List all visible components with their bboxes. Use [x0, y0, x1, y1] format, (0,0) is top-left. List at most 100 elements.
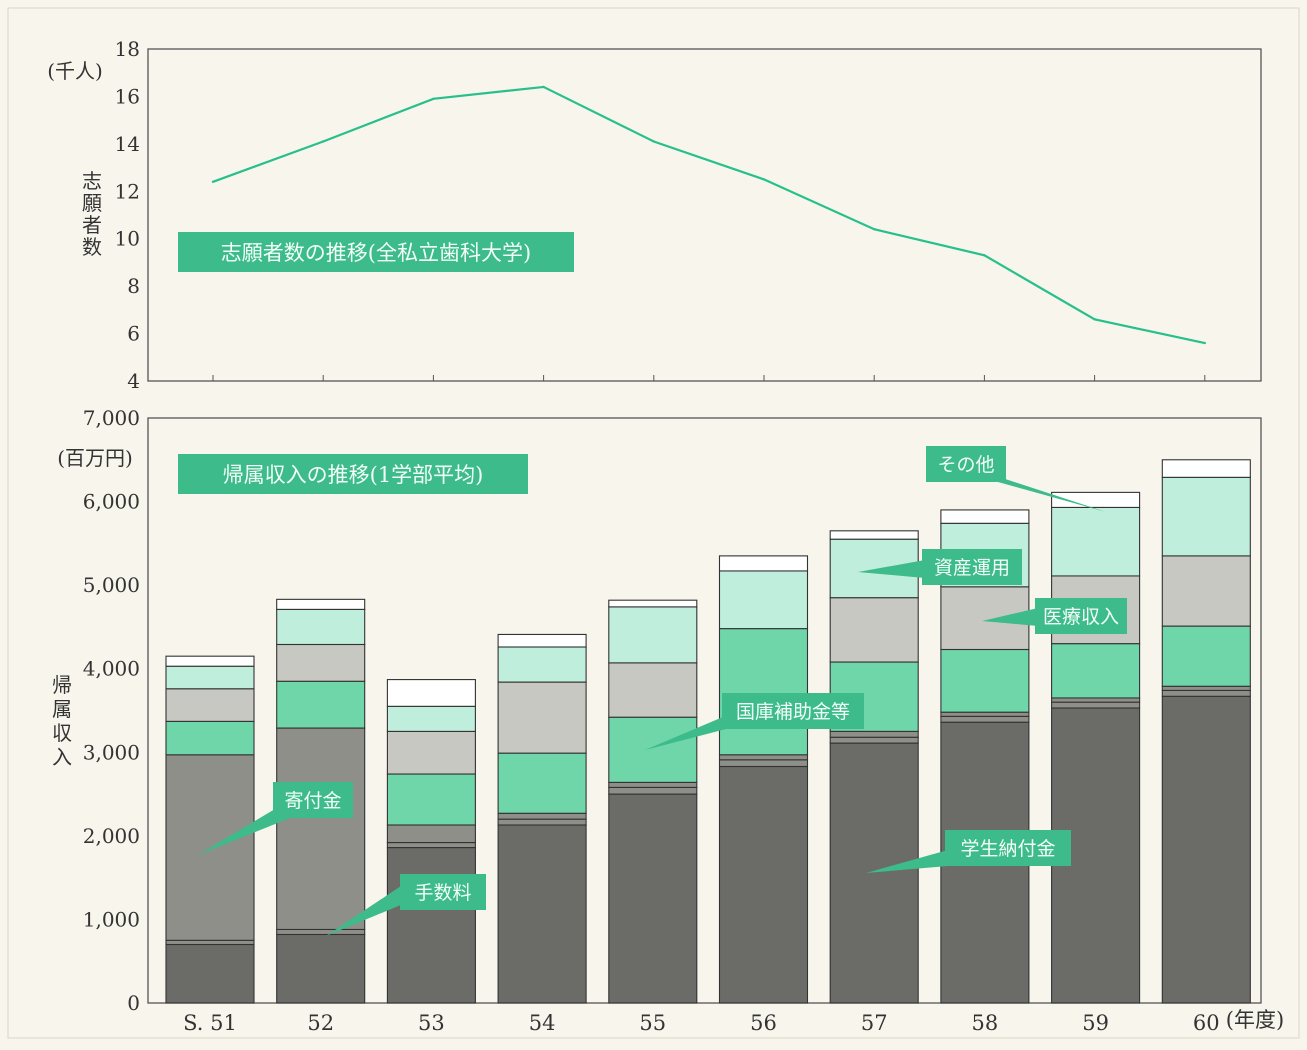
applicants-point: [1093, 318, 1096, 321]
bottom-y-axis-label-char: 帰: [52, 673, 72, 697]
applicants-point: [211, 180, 215, 183]
top-y-tick-label: 6: [127, 322, 140, 346]
callout-fees: 手数料: [326, 874, 486, 936]
bottom-unit-label: (百万円): [57, 446, 133, 470]
bar-segment: [608, 786, 698, 795]
bar-segment: [608, 716, 698, 783]
callout-donations: 寄付金: [198, 782, 353, 855]
callout-fees-box: [400, 874, 486, 910]
bottom-y-tick-label: 0: [127, 991, 140, 1015]
bottom-y-tick-label: 1,000: [83, 907, 140, 931]
bar-segment: [165, 943, 255, 1004]
bar-segment: [1051, 701, 1141, 709]
bottom-x-tick-label: 59: [1082, 1011, 1109, 1035]
bar-segment: [1051, 491, 1141, 508]
bar-segment: [940, 509, 1030, 524]
callout-tuition-pointer: [866, 850, 948, 873]
bar-segment: [718, 555, 809, 572]
bottom-title-callout: 帰属収入の推移(1学部平均): [178, 454, 528, 494]
bar-segment: [1161, 695, 1251, 1004]
bottom-x-tick-label: 57: [861, 1011, 888, 1035]
top-title-box: [178, 232, 574, 272]
bar-segment: [386, 841, 476, 849]
bar-segment: [1161, 476, 1251, 557]
callout-medical-text: 医療収入: [1043, 606, 1119, 628]
bar-segment: [608, 599, 698, 608]
income-stacked-bar-chart: (百万円) 帰属収入 0 1,000 2,000 3,000 4,000 5,000 6,0…: [52, 406, 1284, 1035]
top-title-callout: 志願者数の推移(全私立歯科大学): [178, 232, 574, 272]
bar-segment: [386, 730, 476, 775]
bottom-y-axis-label: 帰属収入: [52, 673, 72, 769]
bar-segment: [276, 643, 366, 682]
bar-segment: [497, 824, 587, 1004]
bottom-y-ticks: 0 1,000 2,000 3,000 4,000 5,000 6,000 7,000: [83, 406, 140, 1015]
callout-donations-text: 寄付金: [284, 790, 341, 812]
applicants-point: [432, 97, 435, 101]
callout-subsidies-pointer: [645, 714, 730, 750]
bar-segment: [1051, 506, 1141, 577]
top-y-axis-label-char: 願: [82, 191, 102, 215]
bar-segment: [940, 711, 1030, 717]
bar-segment: [940, 648, 1030, 713]
bar-segment: [1161, 459, 1251, 478]
bar-segment: [718, 765, 809, 1004]
callout-tuition: 学生納付金: [866, 830, 1071, 873]
figure-border: [7, 7, 1300, 1039]
bar-segment: [497, 681, 587, 754]
top-y-tick-label: 10: [115, 227, 140, 251]
callout-subsidies: 国庫補助金等: [645, 693, 864, 750]
top-y-axis-label-char: 者: [82, 213, 102, 237]
bar-segment: [829, 538, 919, 599]
bar-segment: [165, 655, 255, 667]
bar-segment: [165, 720, 255, 756]
callout-assets-box: [922, 549, 1022, 585]
bar-segment: [165, 939, 255, 946]
bar-segment: [718, 759, 809, 768]
bar-segment: [608, 781, 698, 788]
applicants-series-line: [212, 85, 1206, 345]
applicants-point: [873, 228, 876, 231]
bottom-x-tick-label: 58: [972, 1011, 999, 1035]
bottom-y-axis-label-char: 入: [52, 745, 72, 769]
bar-segment: [829, 736, 919, 744]
bar-segment: [386, 847, 476, 1004]
bar-segment: [1051, 643, 1141, 699]
bottom-x-tick-label: 56: [750, 1011, 777, 1035]
callout-assets-text: 資産運用: [934, 557, 1010, 579]
bottom-y-tick-label: 3,000: [83, 740, 140, 764]
bar-segment: [829, 742, 919, 1004]
bar-segment: [497, 818, 587, 826]
bar-segment: [497, 646, 587, 683]
applicants-point: [542, 85, 545, 89]
bar-segment: [718, 754, 809, 761]
bar-segment: [386, 679, 476, 707]
bar-segment: [829, 530, 919, 540]
callout-other-pointer: [990, 474, 1106, 512]
top-y-tick-label: 12: [115, 179, 140, 203]
callout-tuition-box: [945, 830, 1071, 866]
callout-donations-box: [273, 782, 353, 818]
top-y-tick-label: 14: [115, 132, 140, 156]
bottom-x-tick-label: S. 51: [183, 1011, 237, 1035]
bar-segment: [829, 597, 919, 663]
bottom-x-tick-label: 54: [529, 1011, 556, 1035]
top-plot-frame: [147, 48, 1262, 382]
callout-medical-box: [1035, 598, 1127, 634]
bar-segment: [386, 773, 476, 826]
bar-segment: [608, 662, 698, 718]
bar-segment: [276, 608, 366, 646]
callout-other: その他: [926, 446, 1106, 512]
bar-segment: [276, 928, 366, 936]
bottom-chart-title: 帰属収入の推移(1学部平均): [223, 463, 484, 487]
bottom-y-tick-label: 2,000: [83, 824, 140, 848]
top-y-ticks: 4 6 8 10 12 14 16 18: [115, 37, 140, 393]
callout-donations-pointer: [198, 806, 290, 855]
top-y-tick-label: 18: [115, 37, 140, 61]
bar-segment: [497, 752, 587, 814]
callout-assets: 資産運用: [858, 549, 1022, 585]
top-unit-label: (千人): [47, 59, 103, 83]
callout-other-text: その他: [937, 454, 994, 476]
bar-segment: [386, 824, 476, 844]
callout-assets-pointer: [858, 560, 925, 578]
